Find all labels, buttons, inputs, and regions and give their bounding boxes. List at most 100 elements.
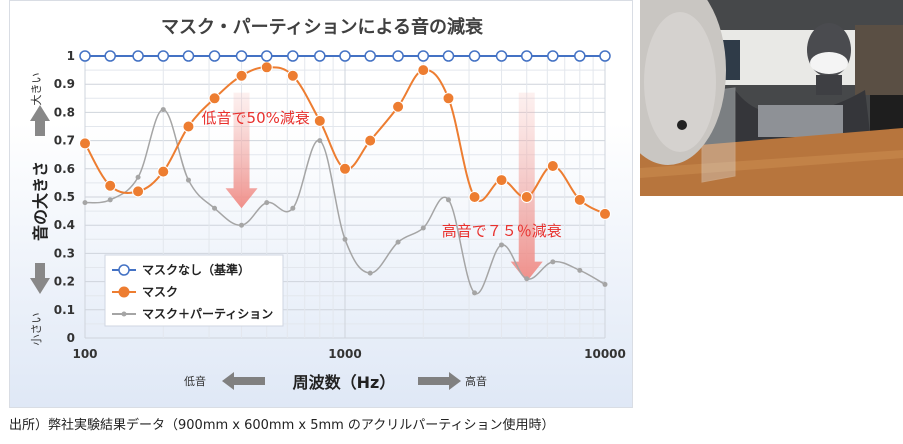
annotation-label: 低音で50%減衰 [202, 109, 310, 127]
y-label-low: 小さい [30, 313, 43, 346]
x-axis-title: 周波数（Hz） [293, 373, 396, 392]
data-point [339, 50, 351, 62]
data-point [417, 50, 430, 62]
data-point [212, 205, 218, 211]
y-tick-label: 0.9 [54, 77, 75, 91]
data-point [550, 259, 556, 265]
y-tick-label: 0.5 [54, 190, 75, 204]
data-point [82, 200, 88, 206]
annotation-label: 高音で７５％減衰 [442, 222, 562, 240]
x-tick-labels: 100 1000 10000 [72, 347, 625, 361]
data-point [79, 50, 91, 62]
data-point [104, 179, 117, 192]
data-point [524, 276, 530, 282]
data-point [157, 165, 170, 178]
data-point [574, 50, 586, 62]
photo-illustration [640, 0, 903, 196]
annotation-arrow [225, 92, 258, 209]
data-point [290, 205, 296, 211]
data-point [445, 197, 451, 203]
y-tick-label: 0 [67, 331, 75, 345]
data-point [364, 50, 376, 62]
data-point [577, 267, 583, 273]
data-point [420, 225, 426, 231]
data-point [313, 114, 326, 127]
y-tick-labels: 0 0.1 0.2 0.3 0.4 0.5 0.6 0.7 0.8 0.9 1 [54, 49, 75, 345]
chart-title: マスク・パーティションによる音の減衰 [161, 16, 484, 38]
legend-marker [118, 286, 130, 298]
y-tick-label: 1 [67, 49, 75, 63]
experiment-photo [640, 0, 903, 196]
data-point [367, 270, 373, 276]
data-point [135, 174, 141, 180]
data-point [208, 92, 221, 105]
source-caption: 出所）弊社実験結果データ（900mm x 600mm x 5mm のアクリルパー… [9, 418, 555, 433]
series-3 [82, 107, 608, 296]
data-point [395, 239, 401, 245]
y-tick-label: 0.3 [54, 246, 75, 260]
data-point [520, 191, 533, 203]
y-tick-label: 0.7 [54, 134, 75, 148]
data-point [546, 159, 559, 172]
legend-label: マスクなし（基準） [142, 262, 250, 277]
x-label-high: 高音 [465, 374, 487, 388]
data-point [239, 222, 245, 228]
data-point [235, 69, 248, 82]
y-label-high: 大きい [29, 73, 43, 106]
y-axis-title: 音の大きさ [31, 161, 50, 241]
up-arrow-icon [30, 105, 50, 136]
data-point [392, 50, 404, 62]
data-point [602, 281, 608, 287]
data-point [364, 134, 377, 147]
data-point [392, 100, 405, 113]
data-point [208, 50, 221, 62]
data-point [185, 177, 191, 183]
data-point [417, 64, 430, 77]
data-point [520, 50, 533, 62]
data-point [182, 50, 195, 62]
right-arrow-icon [418, 372, 461, 390]
legend-label: マスク＋パーティション [142, 307, 273, 321]
series-1 [79, 50, 611, 62]
y-tick-label: 0.2 [54, 275, 75, 289]
data-point [132, 185, 145, 198]
series-group [79, 50, 611, 296]
legend-marker [118, 264, 130, 276]
data-point [468, 50, 481, 62]
x-label-low: 低音 [184, 374, 206, 388]
data-point [339, 162, 351, 175]
y-tick-label: 0.4 [54, 218, 75, 232]
left-arrow-icon [222, 372, 265, 390]
data-point [442, 50, 455, 62]
data-point [235, 50, 248, 62]
data-point [342, 236, 348, 242]
y-tick-label: 0.6 [54, 162, 75, 176]
data-point [160, 107, 166, 113]
data-point [573, 193, 586, 206]
chart-panel: マスク・パーティションによる音の減衰 0 0.1 0.2 0.3 0.4 0.5 0.6 0.… [9, 0, 633, 408]
data-point [132, 50, 144, 62]
data-point [260, 61, 273, 74]
data-point [260, 50, 273, 62]
data-point [104, 50, 116, 62]
series-line [84, 108, 606, 295]
data-point [547, 50, 559, 62]
data-point [468, 191, 481, 203]
y-tick-label: 0.8 [54, 105, 75, 119]
data-point [472, 290, 478, 296]
data-point [287, 50, 299, 62]
legend-label: マスク [142, 285, 178, 299]
x-tick-label: 10000 [584, 347, 626, 361]
data-point [499, 242, 505, 248]
data-point [599, 207, 611, 220]
data-point [264, 200, 270, 206]
data-point [157, 50, 170, 62]
data-point [182, 120, 195, 133]
x-tick-label: 100 [72, 347, 97, 361]
attenuation-chart: マスク・パーティションによる音の減衰 0 0.1 0.2 0.3 0.4 0.5 0.6 0.… [29, 16, 626, 392]
legend-marker [121, 311, 127, 317]
data-point [599, 50, 611, 62]
data-point [286, 69, 299, 82]
data-point [317, 138, 323, 144]
